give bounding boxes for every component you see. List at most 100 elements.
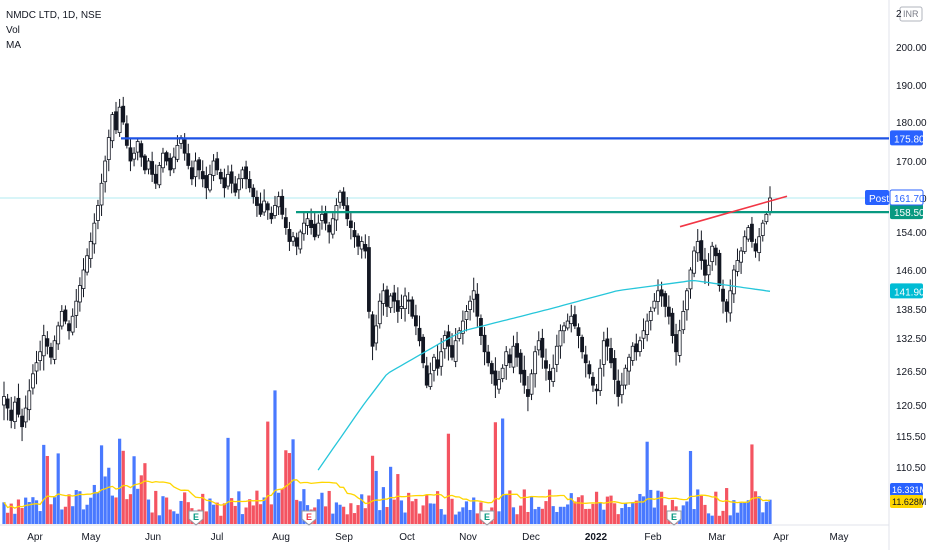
candle-body (475, 293, 480, 317)
volume-bar (85, 504, 89, 524)
volume-bar (544, 501, 548, 524)
volume-bar (493, 422, 497, 524)
volume-bar (421, 505, 425, 524)
candle-body (587, 364, 592, 375)
price-tick-label: 110.50 (896, 463, 926, 474)
volume-bar (439, 509, 443, 524)
volume-bar (623, 503, 628, 524)
candle-body (106, 137, 111, 160)
volume-bar (298, 501, 302, 524)
volume-bar (92, 484, 96, 524)
volume-bar (616, 514, 620, 524)
volume-bar (132, 456, 136, 524)
candle-body (309, 219, 314, 228)
candle-body (16, 397, 21, 415)
candle-body (728, 290, 733, 314)
candle-body (739, 250, 743, 263)
candle-body (222, 177, 227, 189)
ma-indicator-label[interactable]: MA (6, 40, 21, 51)
vol-indicator-label[interactable]: Vol (6, 25, 20, 36)
candle-body (262, 200, 267, 213)
candle-body (305, 218, 310, 226)
candle-body (717, 252, 722, 287)
earnings-marker-label: E (306, 512, 312, 522)
volume-bar (24, 497, 28, 524)
volume-bar (573, 501, 577, 524)
candles (2, 96, 772, 442)
time-tick-label: Oct (399, 532, 415, 543)
candle-body (388, 295, 393, 309)
candle-body (117, 106, 122, 133)
candle-body (670, 312, 675, 336)
candle-body (218, 171, 223, 180)
volume-bar (320, 492, 324, 524)
candle-body (753, 243, 758, 252)
candle-body (453, 340, 458, 362)
candle-body (74, 300, 79, 316)
volume-bar (504, 494, 508, 524)
price-tick-label-clipped: 2 (896, 9, 902, 20)
volume-bar (284, 450, 288, 524)
candle-body (197, 159, 202, 171)
volume-bar (435, 491, 440, 524)
drawing-lines[interactable] (121, 137, 889, 228)
volume-bar (89, 497, 93, 524)
candle-body (171, 156, 176, 170)
volume-bar (497, 511, 501, 524)
candle-body (312, 223, 317, 238)
time-tick-label: May (830, 532, 849, 543)
candle-body (406, 299, 411, 302)
candle-body (432, 356, 436, 371)
volume-bar (136, 488, 140, 524)
candle-body (153, 173, 158, 184)
candle-body (616, 380, 621, 397)
candle-body (572, 314, 577, 327)
volume-bar (768, 499, 772, 524)
candle-body (515, 343, 519, 358)
price-label-ma: 141.90 (894, 287, 925, 298)
candle-body (594, 388, 599, 392)
volume-bar (472, 497, 476, 524)
candle-body (666, 306, 671, 317)
time-tick-label: Aug (272, 532, 290, 543)
candle-body (721, 288, 725, 302)
volume-bar (345, 514, 349, 524)
candle-body (522, 369, 527, 386)
symbol-title[interactable]: NMDC LTD, 1D, NSE (6, 10, 102, 21)
volume-bar (374, 470, 378, 524)
candle-body (612, 358, 617, 380)
candle-body (377, 300, 382, 325)
candle-body (450, 345, 454, 358)
earnings-marker-icon (666, 510, 682, 526)
volume-bar (2, 502, 6, 524)
volume-bar (334, 502, 339, 524)
volume-bar (688, 450, 693, 524)
candle-body (641, 330, 646, 339)
candle-body (659, 289, 664, 297)
volume-bar (179, 500, 183, 524)
price-label-ma-bg (890, 283, 923, 299)
volume-bar (42, 444, 46, 524)
candle-body (395, 300, 400, 312)
candle-body (724, 301, 729, 312)
candle-body (356, 235, 360, 247)
volume-bar (13, 513, 17, 524)
candle-body (320, 213, 324, 221)
candle-body (688, 269, 693, 290)
candle-body (258, 203, 263, 215)
volume-bar (96, 491, 100, 524)
candle-body (385, 289, 389, 307)
time-tick-label: Feb (644, 532, 662, 543)
price-label-175-80: 175.80 (894, 134, 925, 145)
candle-body (605, 338, 610, 347)
candle-body (464, 311, 469, 320)
candle-body (168, 157, 173, 171)
candle-body (200, 171, 205, 180)
price-ma-polyline (317, 279, 771, 471)
candle-body (164, 152, 169, 162)
candle-body (341, 191, 346, 206)
candle-body (121, 105, 126, 123)
candle-body (298, 231, 303, 250)
